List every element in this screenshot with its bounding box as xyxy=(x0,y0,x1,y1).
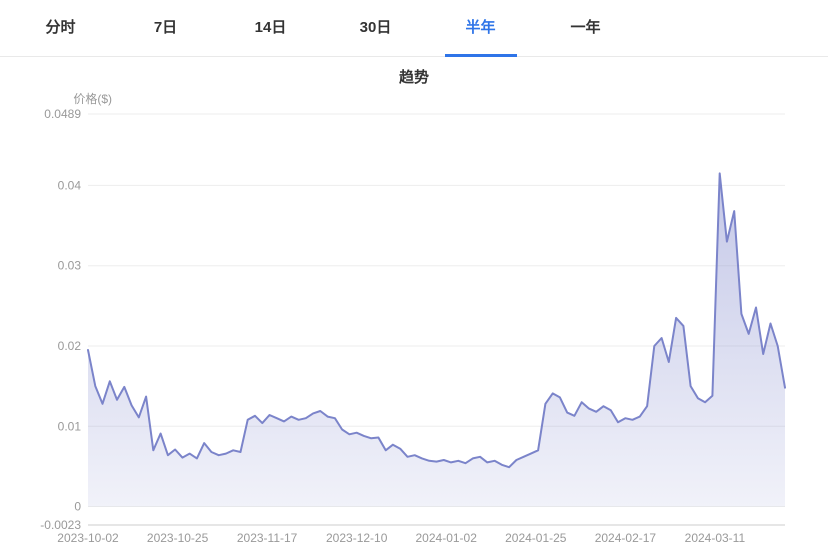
y-tick-label: 0 xyxy=(74,500,81,514)
y-tick-label: -0.0023 xyxy=(40,518,81,532)
tab-half-year[interactable]: 半年 xyxy=(428,0,533,56)
y-tick-label: 0.02 xyxy=(58,339,82,353)
trend-chart-svg[interactable]: 0.0489 0.04 0.03 0.02 0.01 0 -0.00232023-10-02… xyxy=(0,89,828,555)
x-tick-label: 2023-10-25 xyxy=(147,531,209,545)
x-tick-label: 2024-01-02 xyxy=(416,531,478,545)
tab-14d[interactable]: 14日 xyxy=(254,19,287,36)
period-tabs: 分时 7日 14日 30日 半年 一年 xyxy=(0,0,828,57)
x-tick-label: 2024-03-11 xyxy=(685,531,746,545)
x-tick-label: 2023-12-10 xyxy=(326,531,388,545)
y-axis-name: 价格($) xyxy=(73,91,112,106)
y-tick-label: 0.03 xyxy=(58,259,82,273)
x-tick-label: 2024-01-25 xyxy=(505,531,567,545)
y-tick-label: 0.04 xyxy=(58,178,82,192)
x-tick-label: 2023-11-17 xyxy=(237,531,298,545)
tab-7d[interactable]: 7日 xyxy=(153,19,178,36)
tab-30d[interactable]: 30日 xyxy=(359,19,392,36)
tab-1y[interactable]: 一年 xyxy=(570,19,601,36)
tab-minute[interactable]: 分时 xyxy=(45,19,76,36)
chart-title: 趋势 xyxy=(398,69,429,86)
y-tick-label: 0.01 xyxy=(58,419,82,433)
x-tick-label: 2024-02-17 xyxy=(595,531,657,545)
x-tick-label: 2023-10-02 xyxy=(57,531,119,545)
price-line xyxy=(87,172,786,469)
y-tick-label: 0.0489 xyxy=(44,107,81,121)
